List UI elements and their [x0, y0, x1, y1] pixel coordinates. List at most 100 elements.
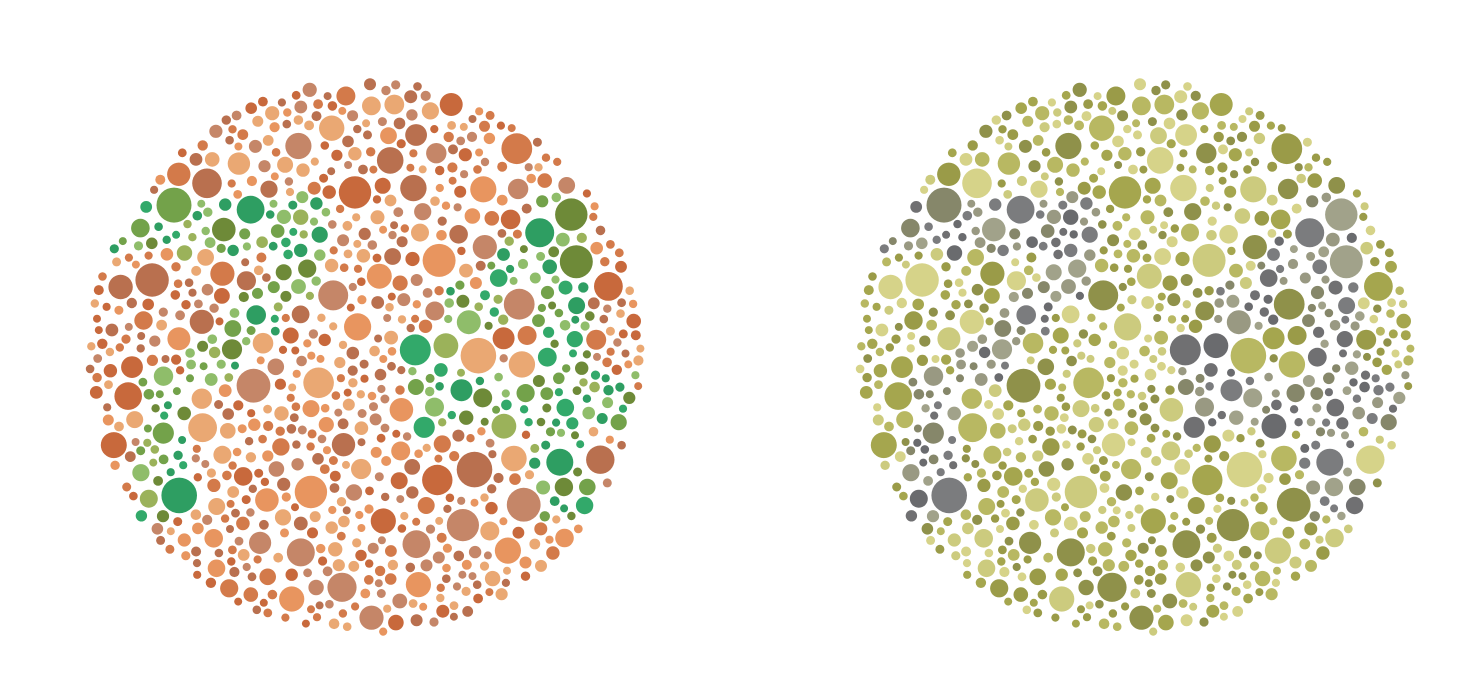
background-dot: [437, 216, 447, 226]
background-dot: [484, 570, 501, 587]
figure-dot: [276, 209, 291, 224]
background-dot: [422, 464, 453, 496]
background-dot: [636, 344, 645, 353]
figure-dot: [473, 388, 493, 408]
background-dot: [356, 390, 365, 399]
background-dot: [1311, 153, 1321, 162]
figure-dot: [270, 314, 279, 323]
background-dot: [237, 549, 250, 561]
background-dot: [506, 487, 541, 522]
figure-dot: [203, 207, 213, 217]
figure-dot: [548, 301, 557, 310]
background-dot: [1343, 524, 1353, 534]
background-dot: [329, 483, 340, 493]
background-dot: [458, 148, 472, 162]
background-dot: [535, 559, 547, 572]
figure-dot: [118, 237, 127, 246]
background-dot: [997, 152, 1021, 175]
background-dot: [997, 557, 1006, 566]
background-dot: [233, 467, 253, 486]
background-dot: [520, 571, 531, 581]
figure-dot: [615, 382, 625, 392]
background-dot: [1028, 160, 1041, 173]
figure-dot: [928, 454, 939, 465]
figure-dot: [207, 334, 218, 345]
background-dot: [615, 260, 627, 273]
background-dot: [1055, 568, 1068, 581]
background-dot: [1192, 443, 1201, 452]
background-dot: [1204, 454, 1213, 463]
background-dot: [1015, 452, 1027, 463]
background-dot: [586, 445, 615, 474]
background-dot: [184, 278, 194, 287]
background-dot: [1276, 487, 1311, 522]
background-dot: [160, 248, 174, 261]
background-dot: [406, 486, 419, 499]
background-dot: [997, 179, 1006, 188]
figure-dot: [1345, 361, 1359, 375]
background-dot: [1006, 368, 1041, 403]
background-dot: [1188, 319, 1203, 333]
background-dot: [365, 486, 374, 496]
figure-dot: [537, 303, 546, 313]
background-dot: [483, 551, 492, 560]
background-dot: [1035, 106, 1050, 121]
background-dot: [318, 556, 328, 566]
figure-dot: [576, 440, 585, 449]
background-dot: [222, 470, 232, 481]
background-dot: [268, 461, 285, 477]
background-dot: [1108, 106, 1117, 115]
background-dot: [874, 380, 883, 389]
background-dot: [961, 388, 982, 409]
background-dot: [1112, 398, 1125, 411]
background-dot: [92, 372, 102, 383]
background-dot: [367, 542, 379, 554]
background-dot: [945, 310, 955, 321]
background-dot: [864, 326, 873, 335]
background-dot: [241, 495, 251, 505]
background-dot: [134, 311, 153, 330]
background-dot: [207, 478, 221, 492]
figure-dot: [199, 362, 208, 371]
background-dot: [247, 572, 257, 582]
background-dot: [271, 148, 281, 157]
background-dot: [364, 78, 376, 91]
background-dot: [1219, 225, 1238, 244]
figure-dot: [509, 276, 518, 285]
background-dot: [245, 452, 257, 463]
background-dot: [997, 486, 1010, 498]
background-dot: [990, 579, 1009, 598]
background-dot: [1375, 435, 1384, 444]
background-dot: [282, 327, 299, 344]
background-dot: [255, 488, 279, 512]
background-dot: [954, 278, 964, 287]
background-dot: [411, 314, 420, 323]
background-dot: [521, 203, 532, 214]
background-dot: [256, 356, 265, 365]
figure-dot: [298, 259, 317, 278]
background-dot: [193, 473, 202, 482]
background-dot: [857, 342, 866, 351]
figure-dot: [1214, 298, 1224, 308]
background-dot: [1117, 110, 1129, 122]
background-dot: [171, 262, 181, 272]
background-dot: [1136, 147, 1146, 157]
background-dot: [1238, 545, 1252, 559]
background-dot: [267, 358, 285, 376]
background-dot: [446, 509, 479, 542]
background-dot: [606, 347, 615, 356]
background-dot: [188, 413, 217, 443]
background-dot: [586, 329, 607, 350]
background-dot: [930, 248, 944, 261]
background-dot: [397, 315, 407, 324]
background-dot: [362, 96, 381, 116]
background-dot: [1014, 437, 1024, 446]
background-dot: [914, 251, 923, 260]
figure-dot: [537, 347, 557, 367]
background-dot: [1175, 124, 1197, 146]
background-dot: [1061, 503, 1069, 512]
background-dot: [980, 261, 1005, 286]
background-dot: [325, 599, 334, 609]
background-dot: [1118, 378, 1128, 388]
background-dot: [1073, 568, 1082, 578]
